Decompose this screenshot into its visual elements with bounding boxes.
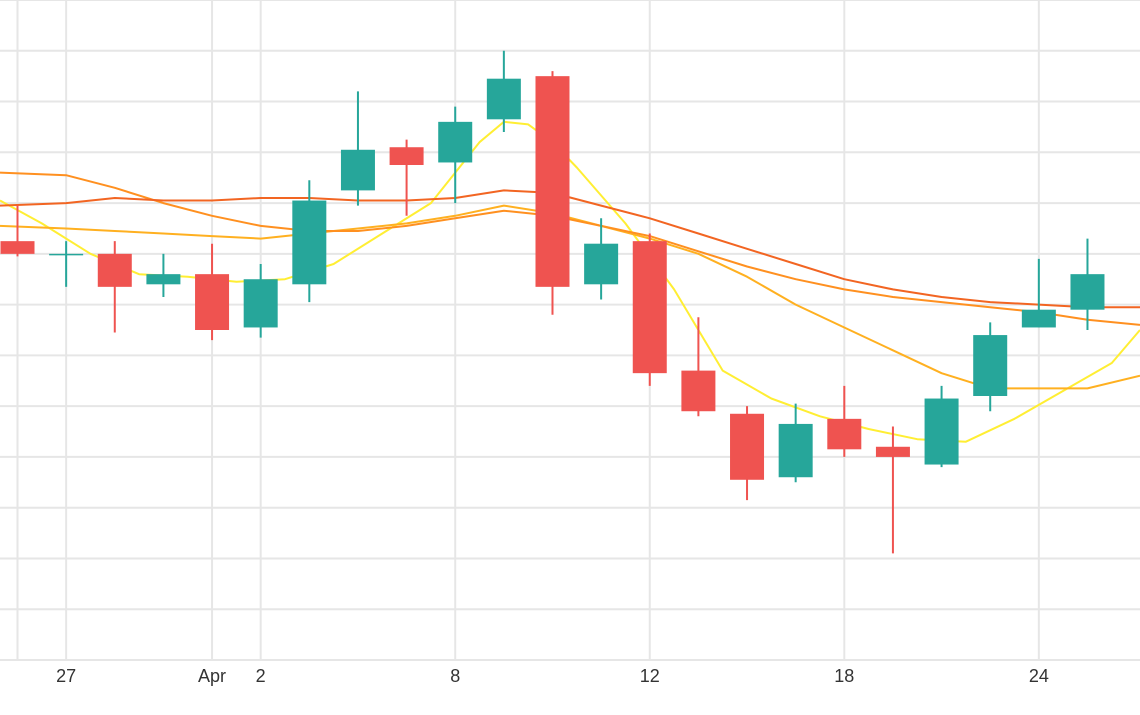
- candle: [681, 317, 716, 417]
- candle-body: [0, 241, 35, 254]
- candle-body: [97, 253, 132, 287]
- x-tick-label: 18: [834, 666, 854, 686]
- x-axis-ticks: 27 Apr 2 8 12 18 24: [56, 666, 1049, 686]
- x-tick-label: 12: [640, 666, 660, 686]
- candle: [778, 403, 813, 483]
- candle: [340, 91, 375, 206]
- candle: [243, 264, 278, 338]
- candle: [875, 426, 910, 554]
- candle-body: [778, 423, 813, 478]
- candle: [486, 50, 521, 132]
- candle-body: [1070, 274, 1105, 310]
- candle-body: [827, 418, 862, 450]
- x-tick-label: 24: [1029, 666, 1049, 686]
- candle: [1070, 238, 1105, 330]
- candle: [292, 180, 327, 303]
- candle-body: [973, 335, 1008, 396]
- candle-body: [730, 413, 765, 480]
- candle: [924, 385, 959, 468]
- moving-average-line-3: [0, 171, 1140, 326]
- candle-body: [243, 279, 278, 328]
- candle-body: [681, 370, 716, 412]
- candle-body: [195, 274, 230, 330]
- candle: [584, 218, 619, 300]
- candle: [146, 253, 181, 297]
- candle-body: [632, 241, 667, 374]
- x-tick-label: Apr: [198, 666, 226, 686]
- candle-body: [584, 243, 619, 285]
- candle: [973, 322, 1008, 412]
- candle: [730, 406, 765, 501]
- grid: [0, 0, 1140, 661]
- candle-body: [438, 121, 473, 163]
- moving-average-line-2: [0, 204, 1140, 390]
- candle-body: [146, 274, 181, 285]
- candle: [535, 71, 570, 315]
- candle: [49, 241, 84, 287]
- candle: [632, 233, 667, 386]
- candle-body: [875, 446, 910, 457]
- x-tick-label: 27: [56, 666, 76, 686]
- candle: [389, 139, 424, 216]
- candle-body: [535, 76, 570, 287]
- moving-average-line-4: [0, 189, 1140, 309]
- candle: [97, 241, 132, 333]
- candles: [0, 50, 1105, 554]
- candle-body: [924, 398, 959, 465]
- candle: [0, 205, 35, 257]
- candle-body: [486, 78, 521, 120]
- x-tick-label: 8: [450, 666, 460, 686]
- candle-body: [292, 200, 327, 285]
- candle-body: [49, 253, 84, 256]
- candle: [1021, 258, 1056, 328]
- candle-body: [389, 147, 424, 165]
- candle: [438, 106, 473, 204]
- candle: [195, 243, 230, 341]
- candle: [827, 385, 862, 457]
- candle-body: [1021, 309, 1056, 328]
- candle-body: [340, 149, 375, 191]
- x-tick-label: 2: [256, 666, 266, 686]
